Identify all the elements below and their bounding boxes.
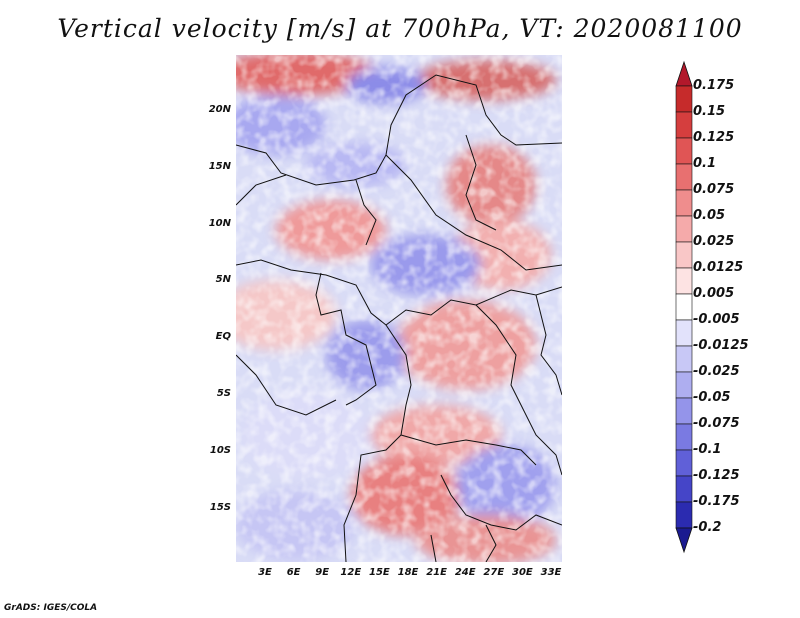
longitude-label: 21E [426, 567, 447, 578]
colorbar-tick-label: -0.2 [693, 520, 722, 535]
colorbar-swatch [675, 423, 693, 451]
colorbar-max-arrow [675, 60, 693, 87]
colorbar-swatch [675, 163, 693, 191]
colorbar-swatch [675, 397, 693, 425]
colorbar-swatch [675, 319, 693, 347]
latitude-label: 5S [216, 388, 231, 399]
colorbar-swatch [675, 371, 693, 399]
colorbar-swatch [675, 189, 693, 217]
colorbar-tick-label: 0.175 [693, 78, 735, 93]
chart-title: Vertical velocity [m/s] at 700hPa, VT: 2… [57, 14, 743, 43]
longitude-label: 3E [258, 567, 272, 578]
colorbar-tick-label: 0.0125 [693, 260, 744, 275]
longitude-label: 12E [340, 567, 362, 578]
colorbar-tick-label: 0.125 [693, 130, 735, 145]
colorbar-tick-label: -0.005 [693, 312, 740, 327]
colorbar-tick-label: -0.05 [693, 390, 731, 405]
latitude-label: 10S [209, 444, 231, 456]
colorbar-swatch [675, 111, 693, 139]
colorbar-swatch [675, 267, 693, 295]
colorbar-tick-label: -0.175 [693, 494, 740, 509]
latitude-label: 5N [215, 274, 231, 286]
colorbar-swatch [675, 137, 693, 165]
colorbar-tick-label: -0.125 [693, 468, 740, 483]
colorbar-tick-label: 0.15 [693, 104, 726, 119]
latitude-label: 10N [208, 217, 231, 229]
footer-credit: GrADS: IGES/COLA [4, 603, 98, 613]
colorbar-swatch [675, 293, 693, 321]
longitude-label: 27E [483, 567, 505, 578]
map-panel [236, 55, 562, 562]
colorbar-tick-label: 0.05 [693, 208, 726, 223]
latitude-label: 20N [208, 104, 231, 115]
colorbar-swatch [675, 215, 693, 243]
longitude-label: 15E [369, 567, 390, 578]
speckle-overlay [236, 55, 562, 562]
colorbar-swatch [675, 241, 693, 269]
latitude-label: EQ [215, 331, 231, 343]
colorbar-min-arrow [675, 527, 693, 554]
colorbar-swatch [675, 85, 693, 113]
colorbar-tick-label: -0.025 [693, 364, 740, 379]
colorbar-tick-label: 0.005 [693, 286, 735, 301]
longitude-label: 18E [397, 567, 419, 578]
colorbar-tick-label: -0.1 [693, 442, 722, 457]
colorbar-tick-label: -0.075 [693, 416, 740, 431]
latitude-label: 15S [209, 501, 231, 513]
colorbar-swatch [675, 501, 693, 529]
colorbar-swatch [675, 475, 693, 503]
colorbar-tick-label: 0.075 [693, 182, 735, 197]
colorbar-tick-label: 0.025 [693, 234, 735, 249]
longitude-label: 9E [315, 567, 330, 578]
colorbar-tick-label: -0.0125 [693, 338, 749, 353]
colorbar-swatch [675, 345, 693, 373]
latitude-label: 15N [208, 160, 231, 172]
colorbar-swatch [675, 449, 693, 477]
longitude-label: 30E [512, 567, 533, 578]
longitude-label: 33E [540, 567, 562, 578]
longitude-label: 24E [454, 567, 476, 578]
colorbar-tick-label: 0.1 [693, 156, 717, 171]
longitude-label: 6E [286, 567, 301, 578]
colorbar [675, 60, 693, 554]
country-borders [236, 74, 562, 562]
